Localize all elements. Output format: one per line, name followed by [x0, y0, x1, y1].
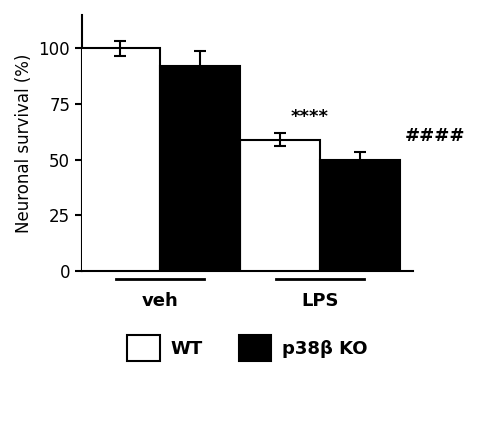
Bar — [160, 66, 240, 271]
Legend: WT, p38β KO: WT, p38β KO — [118, 326, 377, 370]
Text: veh: veh — [142, 292, 178, 310]
Bar — [80, 49, 160, 271]
Text: LPS: LPS — [301, 292, 339, 310]
Bar — [240, 140, 320, 271]
Bar — [320, 160, 400, 271]
Text: ****: **** — [291, 109, 329, 126]
Text: ####: #### — [405, 127, 465, 146]
Y-axis label: Neuronal survival (%): Neuronal survival (%) — [15, 53, 33, 233]
